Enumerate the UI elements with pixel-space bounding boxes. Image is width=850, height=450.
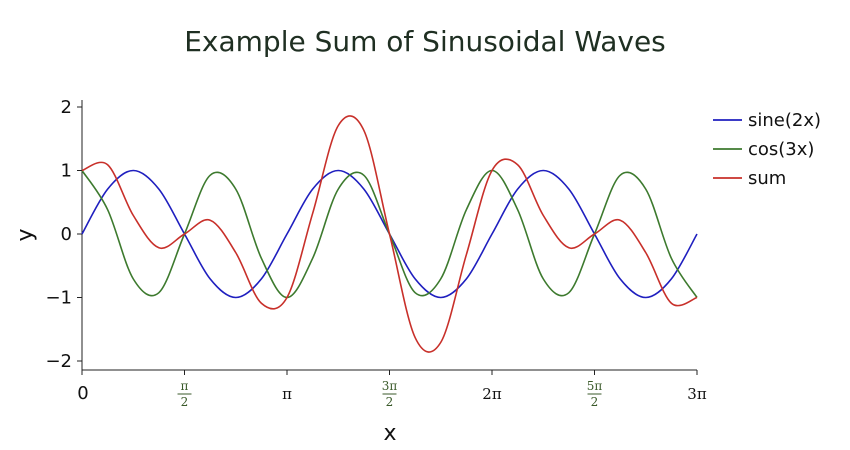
x-tick-label: 0 [77,383,88,404]
legend-entry: sine(2x) [748,110,821,131]
x-axis-label: x [383,421,396,446]
y-tick-label: 2 [61,97,72,118]
legend-entry: sum [748,168,786,189]
chart-title: Example Sum of Sinusoidal Waves [184,25,666,58]
y-axis-label: y [13,228,38,241]
legend-entry: cos(3x) [748,139,814,160]
x-tick-label: π [282,385,292,403]
legend: sine(2x) cos(3x) sum [713,110,821,189]
x-tick-denominator: 2 [591,395,599,409]
x-tick-denominator: 2 [181,395,189,409]
x-tick-label: 2π [482,385,502,403]
x-tick-fraction-label: π2 [177,379,192,409]
y-tick-label: 1 [61,161,72,182]
y-axis-ticks: 2 1 0 −1 −2 [45,97,82,372]
x-tick-label: 3π [687,385,707,403]
x-tick-numerator: 5π [587,379,603,393]
x-tick-fraction-label: 5π2 [587,379,603,409]
series-line-sum [81,115,698,353]
x-tick-numerator: π [181,379,189,393]
y-tick-label: 0 [61,224,72,245]
x-tick-denominator: 2 [386,395,394,409]
y-tick-label: −1 [45,288,72,309]
plot-area: 210−1−2 0 π2 π 3π2 2π 5π2 3π [45,97,706,409]
x-tick-numerator: 3π [382,379,398,393]
x-axis-ticks: 0 π2 π 3π2 2π 5π2 3π [77,370,707,409]
series-lines [81,115,698,353]
y-tick-label: −2 [45,351,72,372]
x-tick-fraction-label: 3π2 [382,379,398,409]
